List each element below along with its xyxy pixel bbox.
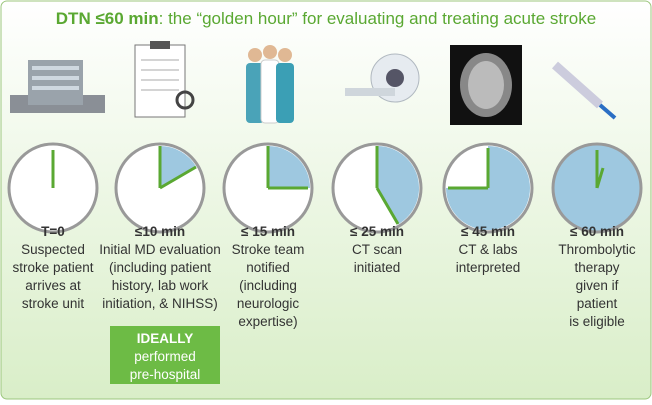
clock: [551, 142, 643, 234]
clocks: [7, 142, 643, 234]
note-text: performed: [134, 349, 196, 364]
step-text: arrives at: [25, 278, 81, 293]
clipboard-icon: [134, 41, 195, 118]
step-text: therapy: [574, 260, 619, 275]
clock: [222, 142, 314, 234]
step-text: notified: [246, 260, 290, 275]
step-text: initiated: [354, 260, 401, 275]
syringe-icon: [552, 61, 617, 120]
step-text: Suspected: [21, 242, 85, 257]
step-text: Thrombolytic: [558, 242, 636, 257]
step-time: ≤ 60 min: [570, 224, 624, 239]
step-text: history, lab work: [112, 278, 209, 293]
note-text: IDEALLY: [137, 331, 194, 346]
step-text: Initial MD evaluation: [99, 242, 221, 257]
step-time: T=0: [41, 224, 65, 239]
step-text: expertise): [238, 314, 297, 329]
step-text: patient: [577, 296, 618, 311]
clock: [331, 142, 423, 234]
clock: [114, 142, 206, 234]
step-text: Stroke team: [232, 242, 305, 257]
step-text: (including: [239, 278, 297, 293]
step-text: interpreted: [456, 260, 521, 275]
step-text: is eligible: [569, 314, 625, 329]
note-box: [110, 326, 220, 384]
step-time: ≤ 25 min: [350, 224, 404, 239]
step-text: given if: [576, 278, 619, 293]
step-text: stroke patient: [12, 260, 93, 275]
step-time: ≤ 45 min: [461, 224, 515, 239]
team-icon: [246, 45, 294, 124]
step-text: neurologic: [237, 296, 300, 311]
title-rest: : the “golden hour” for evaluating and t…: [159, 9, 597, 28]
clock: [442, 142, 534, 234]
step-time: ≤10 min: [135, 224, 185, 239]
title-bold: DTN ≤60 min: [56, 9, 159, 28]
step-text: CT & labs: [458, 242, 517, 257]
step-text: stroke unit: [22, 296, 85, 311]
step-text: CT scan: [352, 242, 402, 257]
clock: [7, 142, 99, 234]
note-text: pre-hospital: [130, 367, 201, 382]
step-text: initiation, & NIHSS): [102, 296, 218, 311]
hospital-icon: [10, 60, 105, 113]
title: DTN ≤60 min: the “golden hour” for evalu…: [56, 9, 596, 28]
step-time: ≤ 15 min: [241, 224, 295, 239]
ct-scanner-icon: [345, 53, 420, 103]
texts: T=0 Suspected stroke patient arrives at stro…: [12, 224, 635, 382]
brain-scan-icon: [450, 45, 522, 125]
step-text: (including patient: [109, 260, 211, 275]
